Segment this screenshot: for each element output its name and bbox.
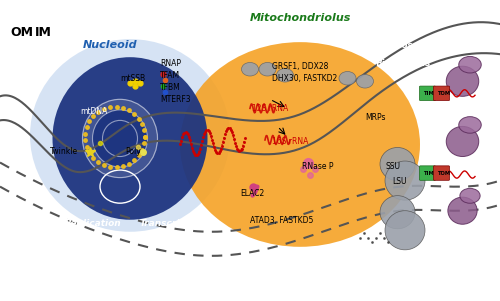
Ellipse shape bbox=[385, 161, 425, 200]
Ellipse shape bbox=[242, 62, 258, 76]
Ellipse shape bbox=[82, 99, 158, 178]
Text: Ribosome: Ribosome bbox=[385, 41, 434, 50]
Ellipse shape bbox=[448, 197, 477, 224]
Text: Mitochondriolus: Mitochondriolus bbox=[250, 13, 352, 23]
Text: TOM: TOM bbox=[437, 91, 450, 96]
Ellipse shape bbox=[276, 68, 293, 82]
Ellipse shape bbox=[356, 74, 374, 88]
Ellipse shape bbox=[446, 126, 479, 157]
Text: TIM: TIM bbox=[423, 91, 434, 96]
Text: RNAP: RNAP bbox=[160, 59, 181, 68]
Text: TIM: TIM bbox=[423, 171, 434, 175]
FancyBboxPatch shape bbox=[420, 166, 436, 180]
Text: mtDNA: mtDNA bbox=[80, 107, 108, 116]
Ellipse shape bbox=[380, 196, 415, 229]
Text: RNase P: RNase P bbox=[302, 162, 334, 171]
Text: Twinkle: Twinkle bbox=[50, 147, 78, 156]
Ellipse shape bbox=[259, 62, 276, 76]
Ellipse shape bbox=[92, 110, 148, 167]
FancyBboxPatch shape bbox=[420, 86, 436, 101]
Text: MRPs: MRPs bbox=[365, 113, 386, 123]
Ellipse shape bbox=[180, 42, 420, 247]
Text: Biogenesis: Biogenesis bbox=[375, 59, 430, 68]
Ellipse shape bbox=[446, 66, 479, 96]
Text: Transcription: Transcription bbox=[140, 219, 207, 228]
Ellipse shape bbox=[339, 71, 356, 85]
Ellipse shape bbox=[52, 57, 208, 220]
Text: TFAM: TFAM bbox=[160, 71, 180, 80]
Text: OM: OM bbox=[10, 26, 33, 39]
Ellipse shape bbox=[460, 188, 480, 203]
Ellipse shape bbox=[30, 39, 230, 232]
Text: ELAC2: ELAC2 bbox=[240, 189, 264, 198]
Ellipse shape bbox=[459, 57, 481, 73]
Text: 12S rRNA: 12S rRNA bbox=[252, 104, 289, 113]
FancyBboxPatch shape bbox=[434, 166, 450, 180]
Text: Nucleoid: Nucleoid bbox=[82, 40, 137, 50]
Text: MTERF3: MTERF3 bbox=[160, 95, 190, 104]
Text: SSU: SSU bbox=[385, 162, 400, 171]
Text: mtSSB: mtSSB bbox=[120, 74, 145, 83]
FancyBboxPatch shape bbox=[434, 86, 450, 101]
Text: RNA Processing: RNA Processing bbox=[270, 249, 350, 258]
Text: TOM: TOM bbox=[437, 171, 450, 175]
Text: Replication: Replication bbox=[65, 219, 122, 228]
Text: TFBM: TFBM bbox=[160, 83, 181, 92]
Text: GRSF1, DDX28: GRSF1, DDX28 bbox=[272, 62, 329, 71]
Ellipse shape bbox=[459, 116, 481, 133]
Text: IM: IM bbox=[35, 26, 52, 39]
Text: 16S rRNA: 16S rRNA bbox=[272, 138, 309, 147]
Ellipse shape bbox=[380, 147, 415, 181]
Ellipse shape bbox=[385, 211, 425, 250]
Text: DHX30, FASTKD2: DHX30, FASTKD2 bbox=[272, 74, 338, 83]
Text: Poly: Poly bbox=[125, 147, 141, 156]
Text: ATAD3, FASTKD5: ATAD3, FASTKD5 bbox=[250, 216, 314, 225]
Text: LSU: LSU bbox=[392, 177, 407, 186]
